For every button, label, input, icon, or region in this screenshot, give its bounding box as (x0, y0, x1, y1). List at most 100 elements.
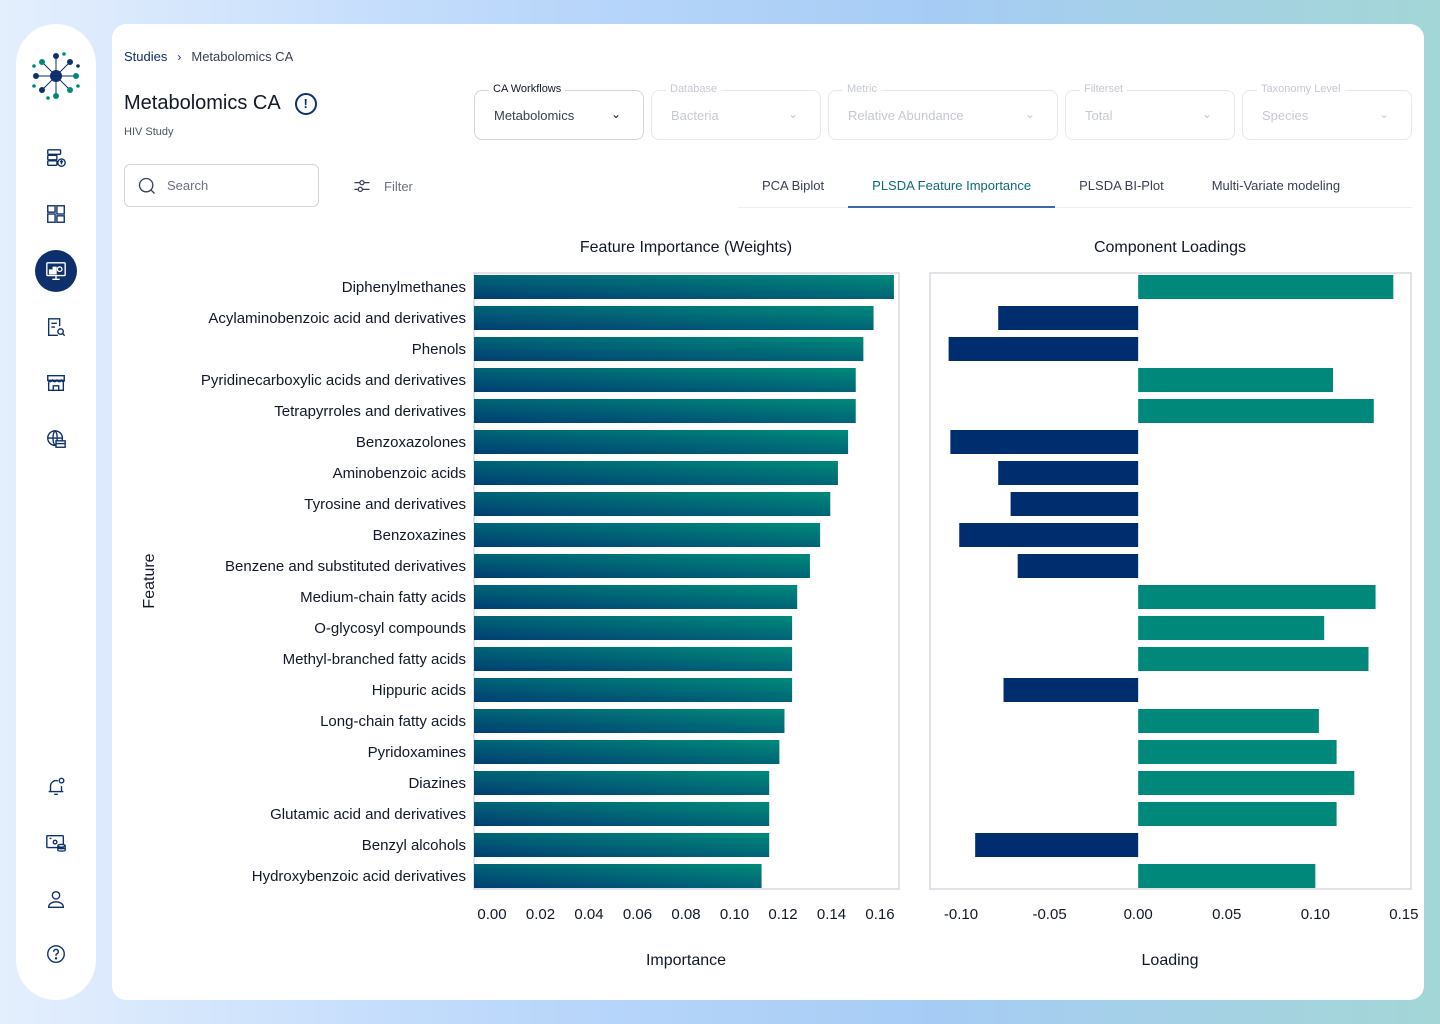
importance-bar[interactable] (474, 368, 856, 392)
sidebar-item-analytics[interactable] (35, 250, 77, 292)
negative-loading-bar[interactable] (1010, 492, 1139, 516)
positive-loading-bar[interactable] (1138, 864, 1316, 888)
x-tick-label: 0.00 (477, 906, 506, 923)
positive-loading-bar[interactable] (1138, 399, 1374, 423)
importance-bar[interactable] (474, 709, 785, 733)
x-tick-label: 0.04 (574, 906, 603, 923)
plot-frame-importance (473, 272, 900, 890)
negative-loading-bar[interactable] (998, 306, 1139, 330)
x-tick-label: 0.05 (1212, 906, 1241, 923)
importance-bar[interactable] (474, 833, 770, 857)
page-title-row: Metabolomics CA ! (124, 92, 317, 115)
document-search-icon (47, 318, 66, 337)
negative-loading-bar[interactable] (1003, 678, 1139, 702)
chevron-right-icon: › (177, 49, 182, 64)
tab-pca-biplot[interactable]: PCA Biplot (762, 178, 825, 193)
negative-loading-bar[interactable] (975, 833, 1139, 857)
sidebar-item-help[interactable] (36, 934, 76, 974)
tab-bar: PCA Biplot PLSDA Feature Importance PLSD… (738, 174, 1412, 208)
search-input[interactable] (167, 178, 297, 193)
importance-bar[interactable] (474, 275, 894, 299)
sidebar-item-global[interactable] (36, 419, 76, 459)
importance-bar[interactable] (474, 523, 821, 547)
breadcrumb-studies-link[interactable]: Studies (124, 49, 168, 64)
dropdown-ca-workflows[interactable]: CA Workflows Metabolomics ⌄ (474, 83, 644, 140)
positive-loading-bar[interactable] (1138, 709, 1319, 733)
importance-bar[interactable] (474, 492, 831, 516)
positive-loading-bar[interactable] (1138, 585, 1376, 609)
storefront-icon (47, 374, 65, 392)
network-logo-icon[interactable] (28, 50, 84, 102)
importance-bar[interactable] (474, 306, 874, 330)
positive-loading-bar[interactable] (1138, 368, 1334, 392)
importance-bar[interactable] (474, 740, 780, 764)
negative-loading-bar[interactable] (950, 430, 1139, 454)
importance-bar[interactable] (474, 771, 770, 795)
positive-loading-bar[interactable] (1138, 275, 1394, 299)
negative-loading-bar[interactable] (948, 337, 1139, 361)
category-label: Long-chain fatty acids (320, 713, 466, 730)
negative-loading-bar[interactable] (1017, 554, 1139, 578)
positive-loading-bar[interactable] (1138, 740, 1337, 764)
info-icon[interactable]: ! (294, 92, 317, 115)
x-tick-label: 0.02 (526, 906, 555, 923)
sidebar-item-profile[interactable] (36, 879, 76, 919)
category-label: Benzyl alcohols (362, 837, 466, 854)
dropdown-database[interactable]: Database Bacteria ⌄ (651, 83, 821, 140)
chevron-down-icon: ⌄ (1024, 107, 1035, 121)
dropdown-taxonomy-level[interactable]: Taxonomy Level Species ⌄ (1242, 83, 1412, 140)
help-circle-icon (47, 945, 65, 963)
dropdown-value: Species (1262, 108, 1309, 123)
importance-bar[interactable] (474, 430, 849, 454)
sidebar-item-report-search[interactable] (36, 307, 76, 347)
dropdown-metric[interactable]: Metric Relative Abundance ⌄ (828, 83, 1058, 140)
positive-loading-bar[interactable] (1138, 647, 1369, 671)
tab-plsda-feature-importance[interactable]: PLSDA Feature Importance (848, 174, 1056, 208)
dropdown-label: Database (666, 83, 722, 95)
breadcrumb-current: Metabolomics CA (191, 49, 294, 64)
sidebar-item-data-settings[interactable] (36, 823, 76, 863)
x-tick-label: 0.16 (865, 906, 894, 923)
database-upload-icon (47, 149, 66, 167)
negative-loading-bar[interactable] (959, 523, 1139, 547)
importance-bar[interactable] (474, 802, 770, 826)
chevron-down-icon: ⌄ (610, 107, 621, 121)
category-label: Glutamic acid and derivatives (270, 806, 466, 823)
category-label: Aminobenzoic acids (333, 465, 466, 482)
x-tick-label: -0.05 (1032, 906, 1066, 923)
x-axis-label-loading: Loading (1142, 952, 1199, 969)
importance-bar[interactable] (474, 864, 762, 888)
importance-bar[interactable] (474, 461, 838, 485)
importance-bar[interactable] (474, 399, 856, 423)
sidebar-item-store[interactable] (36, 363, 76, 403)
sidebar-item-dashboard[interactable] (36, 194, 76, 234)
importance-bar[interactable] (474, 616, 793, 640)
positive-loading-bar[interactable] (1138, 771, 1355, 795)
dropdown-filterset[interactable]: Filterset Total ⌄ (1065, 83, 1235, 140)
category-label: Benzoxazines (373, 527, 466, 544)
chevron-down-icon: ⌄ (1378, 107, 1389, 121)
chevron-down-icon: ⌄ (787, 107, 798, 121)
importance-bar[interactable] (474, 678, 793, 702)
monitor-database-icon (46, 834, 66, 852)
importance-bar[interactable] (474, 554, 810, 578)
positive-loading-bar[interactable] (1138, 802, 1337, 826)
x-tick-label: 0.10 (720, 906, 749, 923)
dropdown-value: Total (1085, 108, 1113, 123)
importance-bar[interactable] (474, 337, 864, 361)
sidebar-item-data-upload[interactable] (36, 138, 76, 178)
positive-loading-bar[interactable] (1138, 616, 1325, 640)
sidebar-item-notifications[interactable] (36, 767, 76, 807)
search-box[interactable] (124, 164, 319, 207)
breadcrumb: Studies › Metabolomics CA (124, 49, 293, 64)
negative-loading-bar[interactable] (998, 461, 1139, 485)
filter-button[interactable]: Filter (352, 176, 413, 196)
category-label: Tyrosine and derivatives (304, 496, 466, 513)
x-tick-label: 0.12 (768, 906, 797, 923)
tab-multi-variate-modeling[interactable]: Multi-Variate modeling (1211, 178, 1341, 193)
user-icon (47, 890, 65, 908)
importance-bar[interactable] (474, 585, 798, 609)
filter-label: Filter (384, 178, 413, 194)
importance-bar[interactable] (474, 647, 793, 671)
tab-plsda-bi-plot[interactable]: PLSDA BI-Plot (1079, 178, 1164, 193)
